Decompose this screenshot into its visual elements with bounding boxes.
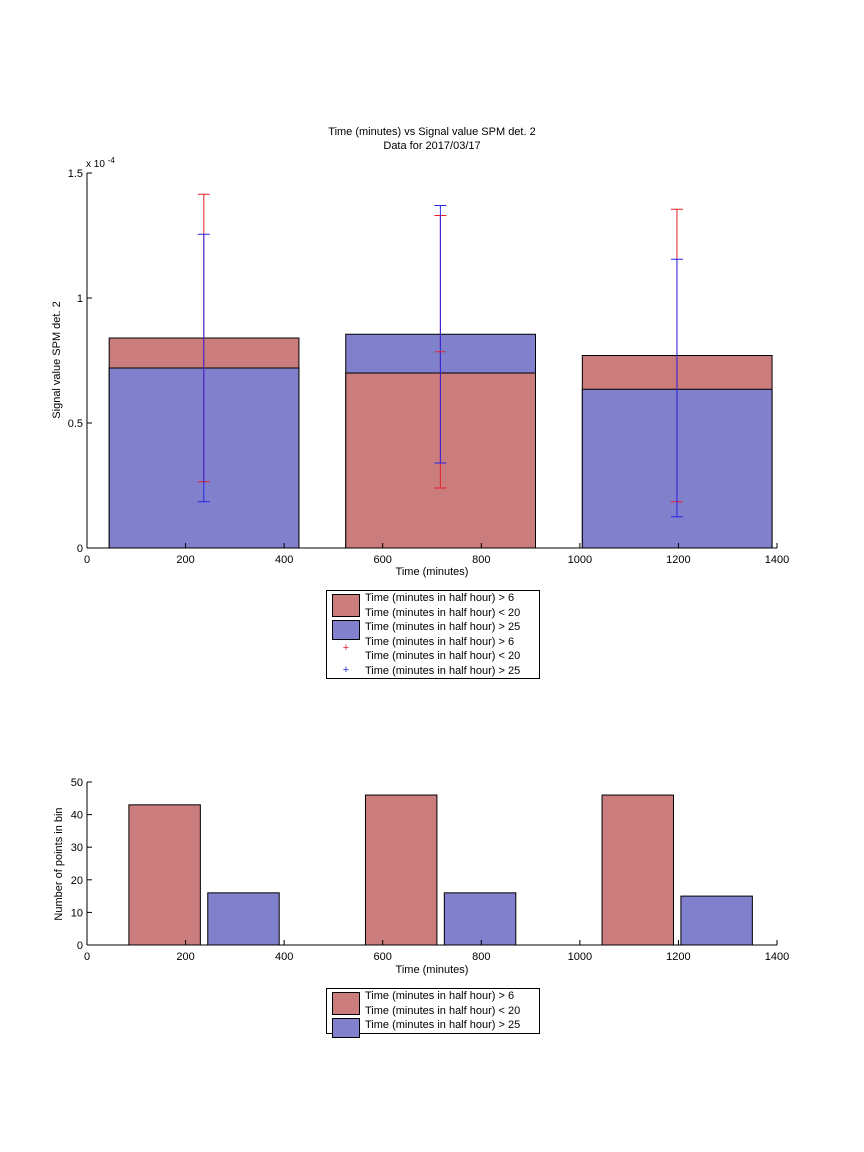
chart1-y-tick-label: 1.5 xyxy=(68,168,83,180)
chart2-bar xyxy=(680,895,753,946)
chart1-legend-label: Time (minutes in half hour) < 20 xyxy=(365,606,521,619)
chart2-xlabel: Time (minutes) xyxy=(396,964,469,976)
chart1-x-tick-label: 1400 xyxy=(765,554,789,566)
chart2-bar xyxy=(443,892,517,946)
chart1-legend-marker: + xyxy=(342,641,350,654)
chart2-y-tick-label: 10 xyxy=(71,907,83,919)
chart2-bar xyxy=(207,892,280,946)
chart1-y-tick-label: 0.5 xyxy=(68,418,83,430)
chart2-ylabel: Number of points in bin xyxy=(53,807,65,920)
chart1-legend-swatch xyxy=(332,594,360,617)
chart2-y-tick-label: 20 xyxy=(71,875,83,887)
chart1-legend-row: Time (minutes in half hour) < 20 xyxy=(327,649,539,664)
chart1-legend-row: Time (minutes in half hour) > 25 xyxy=(327,664,539,679)
chart1-legend: Time (minutes in half hour) > 6 Time (min… xyxy=(326,590,540,679)
chart1-plot-area: 0 200 400 600 800 1000 1200 1400 0 0.5 1 1.5 xyxy=(68,168,790,566)
chart1-x-tick-label: 0 xyxy=(84,554,90,566)
chart2-x-tick-label: 800 xyxy=(472,951,490,963)
chart1-subtitle: Data for 2017/03/17 xyxy=(383,140,480,152)
chart2-bar xyxy=(601,794,674,946)
chart2-legend-swatch xyxy=(332,992,360,1015)
chart2-x-tick-label: 1200 xyxy=(666,951,690,963)
chart1-x-tick-label: 800 xyxy=(472,554,490,566)
chart2-legend-label: Time (minutes in half hour) < 20 xyxy=(365,1004,521,1017)
chart2-x-tick-label: 600 xyxy=(374,951,392,963)
chart1-exponent-power: -4 xyxy=(108,156,116,165)
chart2-legend-row: Time (minutes in half hour) < 20 xyxy=(327,1004,539,1019)
chart2-y-tick-label: 0 xyxy=(77,940,83,952)
chart1-xlabel: Time (minutes) xyxy=(396,566,469,578)
chart2-x-tick-label: 400 xyxy=(275,951,293,963)
chart2-x-tick-label: 1400 xyxy=(765,951,789,963)
chart1-legend-entry: + Time (minutes in half hour) > 6 Time (mi… xyxy=(327,635,539,664)
chart2-bar xyxy=(128,804,201,946)
chart1-legend-swatch xyxy=(332,620,360,640)
chart2-legend-row: Time (minutes in half hour) > 25 xyxy=(327,1018,539,1033)
chart2-x-tick-label: 200 xyxy=(176,951,194,963)
chart1-legend-label: Time (minutes in half hour) > 6 xyxy=(365,635,515,648)
chart2-legend-label: Time (minutes in half hour) > 6 xyxy=(365,990,515,1002)
chart1-legend-label: Time (minutes in half hour) > 6 xyxy=(365,592,515,604)
chart1-legend-row: Time (minutes in half hour) < 20 xyxy=(327,606,539,621)
chart1-legend-label: Time (minutes in half hour) > 25 xyxy=(365,621,521,633)
chart1-x-tick-label: 1000 xyxy=(568,554,592,566)
chart1-y-tick-label: 0 xyxy=(77,543,83,555)
chart1-legend-row: Time (minutes in half hour) > 25 xyxy=(327,620,539,635)
chart1-legend-row: Time (minutes in half hour) > 6 xyxy=(327,635,539,650)
chart2-plot-area: 0 200 400 600 800 1000 1200 1400 0 10 20 30 40 50 xyxy=(71,777,789,963)
chart2-bar xyxy=(364,794,438,946)
chart1-title: Time (minutes) vs Signal value SPM det. … xyxy=(328,126,535,138)
chart2-x-tick-label: 0 xyxy=(84,951,90,963)
chart2-legend-row: Time (minutes in half hour) > 6 xyxy=(327,989,539,1004)
chart1-exponent-base: x 10 xyxy=(86,159,105,170)
chart1-ylabel: Signal value SPM det. 2 xyxy=(51,301,63,418)
chart1-y-tick-label: 1 xyxy=(77,293,83,305)
chart1-exponent: x 10 -4 xyxy=(86,156,115,170)
chart1-x-tick-label: 1200 xyxy=(666,554,690,566)
chart2-legend-swatch xyxy=(332,1018,360,1038)
chart1-legend-entry: Time (minutes in half hour) > 6 Time (min… xyxy=(327,591,539,620)
chart1-x-tick-label: 400 xyxy=(275,554,293,566)
chart2-y-tick-label: 30 xyxy=(71,842,83,854)
chart1-legend-marker: + xyxy=(342,663,350,676)
chart2-legend-label: Time (minutes in half hour) > 25 xyxy=(365,1019,521,1031)
chart2-y-tick-label: 50 xyxy=(71,777,83,789)
chart1-legend-label: Time (minutes in half hour) < 20 xyxy=(365,650,521,662)
chart2-legend-entry: Time (minutes in half hour) > 25 xyxy=(327,1018,539,1038)
chart1-legend-label: Time (minutes in half hour) > 25 xyxy=(365,664,521,677)
chart2-legend: Time (minutes in half hour) > 6 Time (min… xyxy=(326,988,540,1038)
chart1-legend-entry: + Time (minutes in half hour) > 25 xyxy=(327,664,539,679)
chart2-legend-entry: Time (minutes in half hour) > 6 Time (min… xyxy=(327,989,539,1018)
chart1-legend-entry: Time (minutes in half hour) > 25 xyxy=(327,620,539,640)
chart1-legend-row: Time (minutes in half hour) > 6 xyxy=(327,591,539,606)
chart2-x-tick-label: 1000 xyxy=(568,951,592,963)
chart1-x-tick-label: 600 xyxy=(374,554,392,566)
chart1-x-tick-label: 200 xyxy=(176,554,194,566)
chart2-y-tick-label: 40 xyxy=(71,810,83,822)
